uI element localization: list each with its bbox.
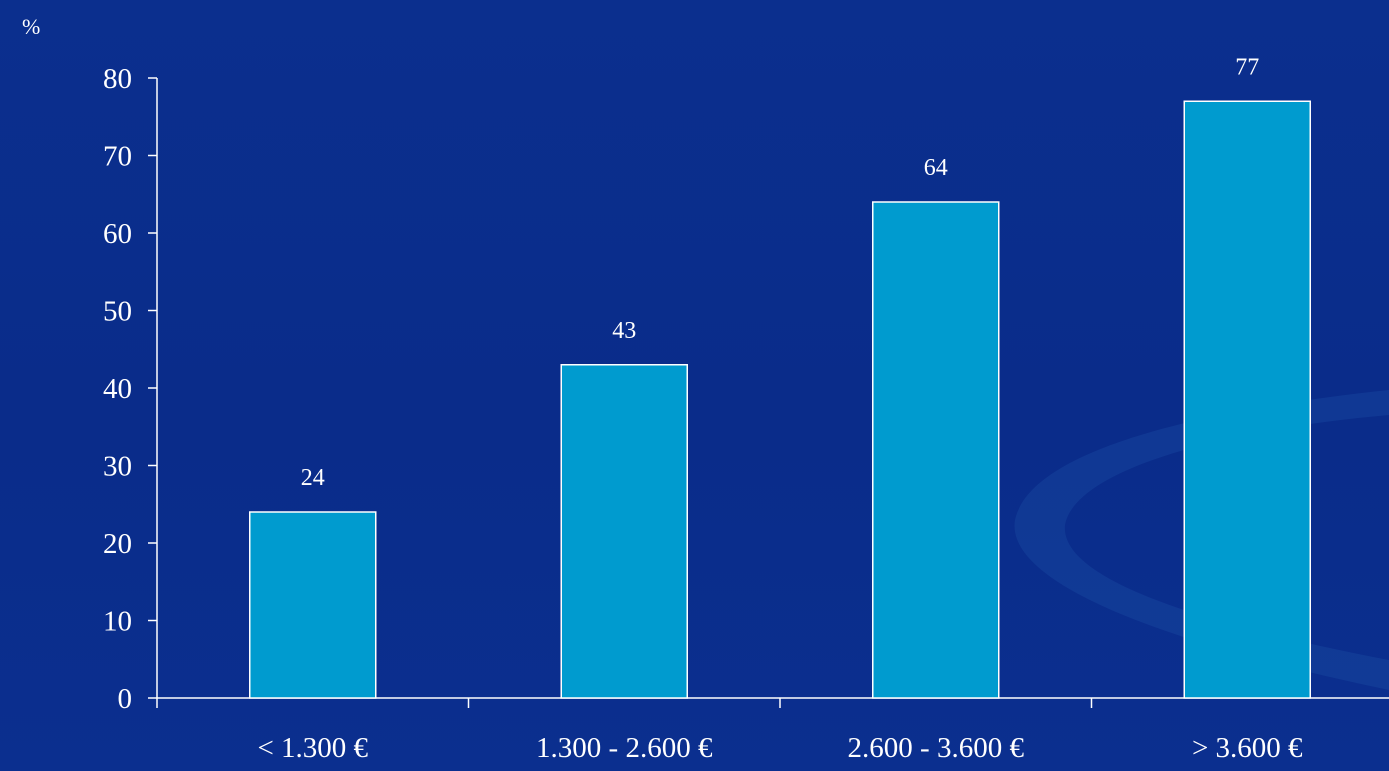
bar [872, 201, 1000, 699]
category-label: 2.600 - 3.600 € [848, 732, 1025, 764]
y-tick-label: 30 [103, 451, 132, 483]
data-label: 24 [301, 465, 325, 491]
category-label: > 3.600 € [1192, 732, 1303, 764]
y-tick-label: 60 [103, 218, 132, 250]
data-label: 43 [612, 318, 636, 344]
y-tick-label: 80 [103, 63, 132, 95]
category-labels: < 1.300 € 1.300 - 2.600 € 2.600 - 3.600 € >… [257, 732, 1303, 764]
bar [1183, 100, 1311, 699]
bar [249, 511, 377, 699]
y-tick-label: 50 [103, 296, 132, 328]
data-labels: 24 43 64 77 [301, 54, 1260, 491]
category-label: 1.300 - 2.600 € [536, 732, 713, 764]
category-label: < 1.300 € [257, 732, 368, 764]
x-axis [156, 697, 1389, 708]
y-tick-label: 70 [103, 141, 132, 173]
bars [249, 100, 1311, 699]
y-tick-label: 20 [103, 528, 132, 560]
y-unit-label: % [22, 14, 40, 39]
data-label: 64 [924, 155, 948, 181]
y-tick-label: 10 [103, 606, 132, 638]
background-swoosh [1014, 390, 1389, 690]
y-tick-label: 40 [103, 373, 132, 405]
data-label: 77 [1235, 54, 1259, 80]
y-axis: 0 10 20 30 40 50 60 70 80 [103, 63, 158, 715]
bar [560, 364, 688, 699]
y-tick-label: 0 [118, 683, 133, 715]
